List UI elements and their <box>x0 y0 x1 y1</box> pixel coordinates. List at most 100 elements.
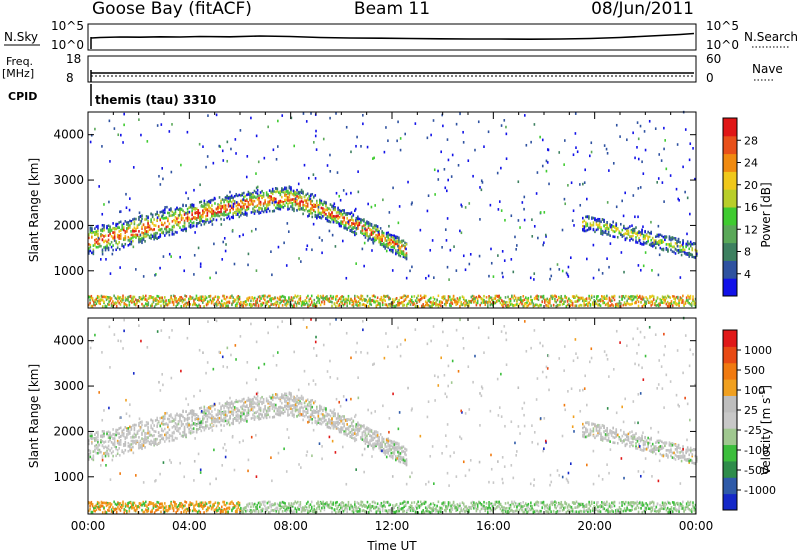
power-echo-cell <box>340 209 342 213</box>
power-echo-cell <box>332 297 335 300</box>
power-echo-cell <box>110 304 113 307</box>
power-echo-cell <box>296 208 298 212</box>
velocity-echo-cell <box>107 440 110 443</box>
power-echo-cell <box>623 296 626 300</box>
nave-tick-top: 60 <box>706 52 721 66</box>
power-echo-cell <box>653 244 656 247</box>
power-echo-cell <box>349 228 352 232</box>
power-echo-cell <box>686 241 689 245</box>
power-echo-cell <box>118 221 120 224</box>
velocity-echo-cell <box>249 404 251 408</box>
velocity-echo-cell <box>226 419 228 423</box>
power-echo-cell <box>502 302 504 306</box>
velocity-echo-cell <box>119 440 122 444</box>
power-echo-cell <box>434 193 436 196</box>
power-echo-cell <box>110 245 113 249</box>
power-echo-cell <box>138 230 140 233</box>
power-echo-cell <box>314 204 317 208</box>
power-echo-cell <box>633 301 636 305</box>
power-echo-cell <box>435 304 437 307</box>
power-echo-cell <box>200 299 203 303</box>
power-echo-cell <box>386 295 389 298</box>
power-echo-cell <box>174 230 177 234</box>
power-echo-cell <box>411 300 413 304</box>
power-echo-cell <box>156 294 158 298</box>
velocity-echo-cell <box>160 427 163 431</box>
power-echo-cell <box>564 294 566 298</box>
power-echo-cell <box>220 199 222 203</box>
power-echo-cell <box>244 194 247 198</box>
power-echo-cell <box>232 196 234 200</box>
power-echo-cell <box>675 303 678 307</box>
power-echo-cell <box>387 238 390 242</box>
velocity-echo-cell <box>200 429 203 433</box>
velocity-echo-cell <box>191 415 193 418</box>
power-echo-cell <box>267 300 270 303</box>
power-echo-cell <box>632 298 635 301</box>
power-echo-cell <box>424 303 427 307</box>
power-echo-cell <box>118 297 120 300</box>
power-echo-cell <box>343 298 346 302</box>
power-echo-cell <box>199 298 202 302</box>
power-echo-cell <box>361 294 364 298</box>
power-echo-cell <box>357 227 359 230</box>
power-echo-cell <box>650 295 652 299</box>
power-echo-cell <box>447 178 449 182</box>
power-echo-cell <box>189 218 192 221</box>
power-echo-cell <box>287 199 289 202</box>
power-echo-cell <box>332 207 335 210</box>
power-echo-cell <box>542 296 545 300</box>
power-echo-cell <box>411 295 413 299</box>
power-echo-cell <box>602 301 604 305</box>
power-echo-cell <box>658 153 661 156</box>
power-echo-cell <box>252 196 254 199</box>
power-echo-cell <box>613 226 616 229</box>
power-echo-cell <box>262 297 265 300</box>
power-echo-cell <box>582 228 584 231</box>
power-echo-cell <box>518 298 521 302</box>
velocity-echo-cell <box>235 414 238 417</box>
power-echo-cell <box>164 296 166 299</box>
power-echo-cell <box>637 215 639 219</box>
power-echo-cell <box>357 170 359 173</box>
power-echo-cell <box>203 297 205 301</box>
power-echo-cell <box>300 188 303 192</box>
power-echo-cell <box>265 303 267 307</box>
power-echo-cell <box>316 201 318 205</box>
power-colorbar-swatch <box>723 171 737 190</box>
power-echo-cell <box>392 186 394 190</box>
power-echo-cell <box>521 300 523 304</box>
power-echo-cell <box>506 304 508 307</box>
power-echo-cell <box>336 294 338 298</box>
power-echo-cell <box>326 295 328 298</box>
power-echo-cell <box>270 195 272 199</box>
power-echo-cell <box>513 294 516 298</box>
power-echo-cell <box>366 234 368 238</box>
power-echo-cell <box>519 296 522 299</box>
velocity-echo-cell <box>200 424 203 427</box>
power-echo-cell <box>404 256 406 259</box>
velocity-echo-cell <box>226 405 228 409</box>
power-echo-cell <box>419 297 422 301</box>
velocity-echo-cell <box>203 428 206 432</box>
power-echo-cell <box>119 303 122 306</box>
velocity-echo-cell <box>107 444 110 448</box>
power-echo-cell <box>608 169 610 172</box>
power-echo-cell <box>198 218 201 222</box>
power-echo-cell <box>552 303 555 307</box>
power-echo-cell <box>170 255 172 258</box>
power-echo-cell <box>154 273 156 277</box>
power-echo-cell <box>203 220 206 223</box>
power-echo-cell <box>692 242 695 246</box>
power-echo-cell <box>284 204 286 208</box>
power-echo-cell <box>623 270 625 274</box>
power-echo-cell <box>530 295 532 299</box>
power-echo-cell <box>402 300 404 304</box>
power-echo-cell <box>350 221 353 225</box>
power-echo-cell <box>659 297 661 301</box>
power-echo-cell <box>218 206 221 209</box>
power-echo-cell <box>437 178 440 181</box>
velocity-echo-cell <box>246 405 248 409</box>
power-echo-cell <box>240 199 242 203</box>
velocity-echo-cell <box>91 437 93 441</box>
